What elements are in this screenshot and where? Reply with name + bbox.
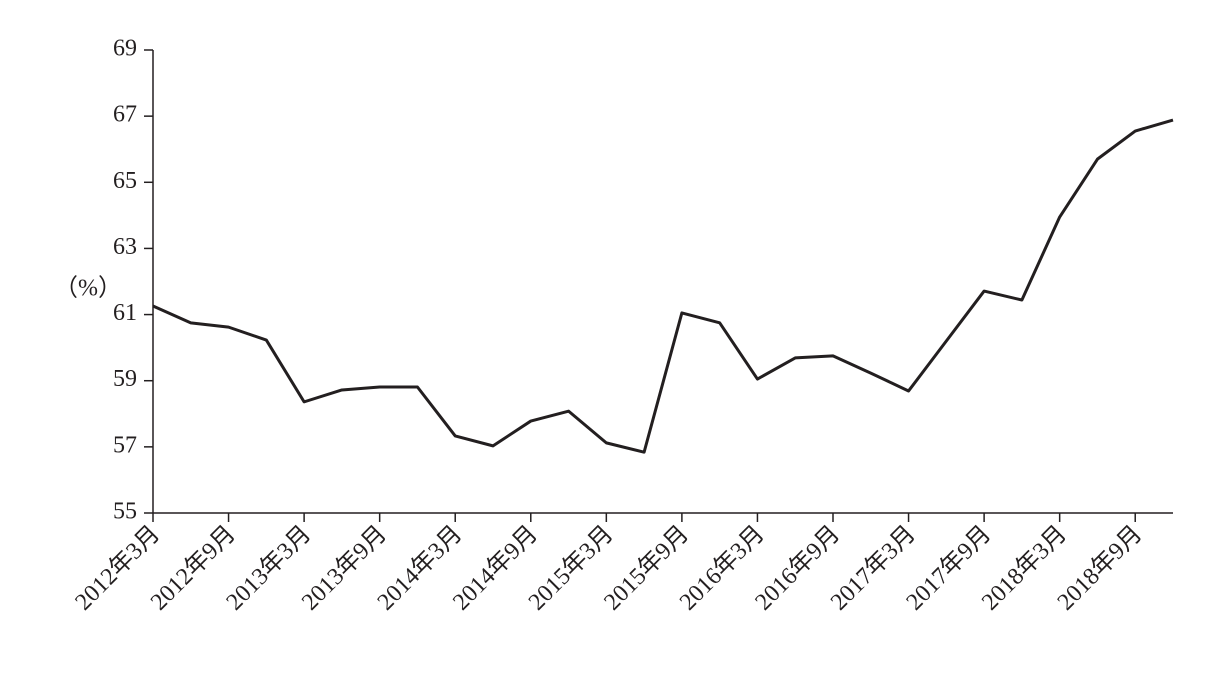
y-tick-label: 63 [113, 234, 137, 260]
y-tick-label: 67 [113, 102, 137, 128]
y-tick-label: 61 [113, 300, 137, 326]
y-axis-label: （%） [54, 276, 122, 302]
data-line [152, 118, 1174, 454]
y-tick-label: 69 [113, 36, 137, 62]
y-tick-label: 59 [113, 366, 137, 392]
y-tick-label: 55 [113, 499, 137, 525]
y-tick-label: 57 [113, 432, 137, 458]
y-tick-label: 65 [113, 168, 137, 194]
